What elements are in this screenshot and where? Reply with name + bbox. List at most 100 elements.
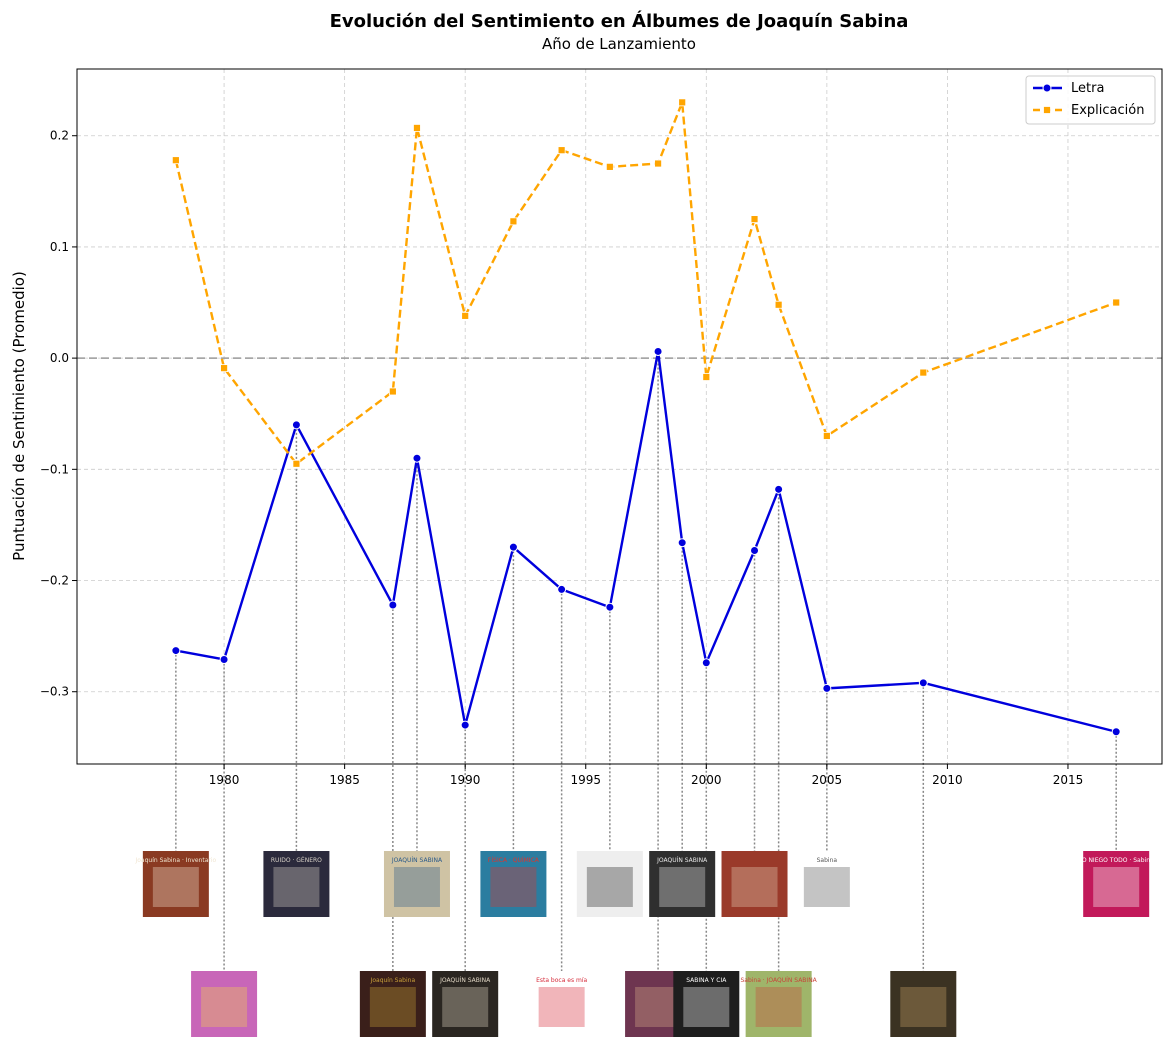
x-tick-label: 1995 [570,773,601,787]
data-point-letra [653,346,663,356]
album-cover-bg [142,851,209,917]
data-point-explicacion [605,162,614,171]
data-point-explicacion [919,368,928,377]
data-point-letra [219,654,229,664]
album-cover-art [900,987,947,1027]
legend-label-explicacion: Explicación [1071,103,1144,118]
album-cover: Sabina · JOAQUÍN SABINA [740,971,818,1037]
album-cover-art [152,867,199,907]
album-cover: JOAQUÍN SABINA [383,851,450,917]
album-cover-bg [649,851,716,917]
album-cover-bg [528,971,595,1037]
data-point-letra [918,678,928,688]
series-group [171,98,1121,737]
data-point-explicacion [1112,298,1121,307]
data-point-explicacion [461,311,470,320]
data-point-explicacion [292,459,301,468]
album-cover: JOAQUÍN SABINA [432,971,499,1037]
y-tick-label: 0.0 [50,351,69,365]
y-tick-label: 0.1 [50,240,69,254]
legend: Letra Explicación [1025,75,1156,125]
album-cover-bg [890,971,957,1037]
album-cover-text: Sabina · JOAQUÍN SABINA [740,977,817,984]
album-cover-art [731,867,778,907]
album-cover-bg [480,851,547,917]
album-cover-bg [793,851,860,917]
data-point-letra [677,538,687,548]
album-cover-bg [745,971,812,1037]
album-cover-text: LO NIEGO TODO · Sabina [1079,857,1154,864]
data-point-letra [774,484,784,494]
chart-title: Evolución del Sentimiento en Álbumes de … [330,10,909,32]
data-point-explicacion [388,387,397,396]
legend-marker-explicacion [1043,106,1051,114]
album-cover: FÍSICA · QUÍMICA [480,851,547,917]
plot-area-frame [76,68,1163,765]
data-point-letra [605,602,615,612]
data-point-letra [822,683,832,693]
x-tick-label: 2000 [691,773,722,787]
data-point-letra [412,453,422,463]
x-tick-label: 1980 [209,773,240,787]
album-cover: Sabina [793,851,860,917]
album-cover-bg [432,971,499,1037]
album-cover-bg [383,851,450,917]
album-cover-art [442,987,489,1027]
legend-marker-letra [1042,83,1052,93]
data-point-letra [460,720,470,730]
data-point-explicacion [774,300,783,309]
y-axis-label: Puntuación de Sentimiento (Promedio) [10,271,28,561]
album-cover: SABINA Y CIA [673,971,740,1037]
album-cover: JOAQUÍN SABINA [649,851,716,917]
album-cover-text: Esta boca es mía [536,977,587,984]
album-cover-art [1093,867,1140,907]
x-tick-label: 2015 [1053,773,1084,787]
album-cover: LO NIEGO TODO · Sabina [1079,851,1154,917]
album-cover-text: Sabina [817,857,838,864]
album-cover-art [659,867,706,907]
album-cover [191,971,258,1037]
album-cover-text: JOAQUÍN SABINA [439,977,491,984]
x-tick-label: 1990 [450,773,481,787]
album-cover-text: SABINA Y CIA [686,977,727,984]
album-covers: Joaquín Sabina · Inventario RUIDO · GÉNER… [134,851,1154,1037]
album-cover-text: JOAQUÍN SABINA [656,857,708,864]
data-point-letra [508,542,518,552]
album-cover: Esta boca es mía [528,971,595,1037]
y-tick-label: −0.1 [40,462,69,476]
legend-label-letra: Letra [1071,81,1104,96]
chart-subtitle: Año de Lanzamiento [542,35,696,53]
album-cover-text: Joaquín Sabina · Inventario [134,857,216,864]
data-point-letra [1111,727,1121,737]
data-point-explicacion [654,159,662,168]
album-cover-art [393,867,440,907]
album-cover-art [369,987,416,1027]
album-cover-bg [721,851,788,917]
album-cover-art [803,867,850,907]
album-cover [721,851,788,917]
album-cover: RUIDO · GÉNERO [263,851,330,917]
data-point-explicacion [220,364,228,373]
x-axis: 1980 1985 1990 1995 2000 2005 2010 2015 [209,764,1083,787]
album-cover-bg [1083,851,1150,917]
data-point-explicacion [171,156,180,165]
album-cover-art [683,987,730,1027]
data-point-letra [171,646,181,656]
album-cover: Joaquín Sabina [359,971,426,1037]
data-point-explicacion [678,98,687,107]
series-line-0 [175,350,1117,733]
album-cover-art [538,987,585,1027]
album-cover-bg [673,971,740,1037]
y-tick-label: 0.2 [50,129,69,143]
album-cover-art [755,987,802,1027]
album-cover-bg [359,971,426,1037]
album-cover-art [490,867,537,907]
x-tick-label: 2010 [932,773,963,787]
data-point-letra [701,658,711,668]
data-point-letra [557,584,567,594]
data-point-explicacion [557,146,566,155]
album-cover-bg [576,851,643,917]
album-cover-text: JOAQUÍN SABINA [391,857,443,864]
album-cover [890,971,957,1037]
data-point-explicacion [702,373,711,381]
